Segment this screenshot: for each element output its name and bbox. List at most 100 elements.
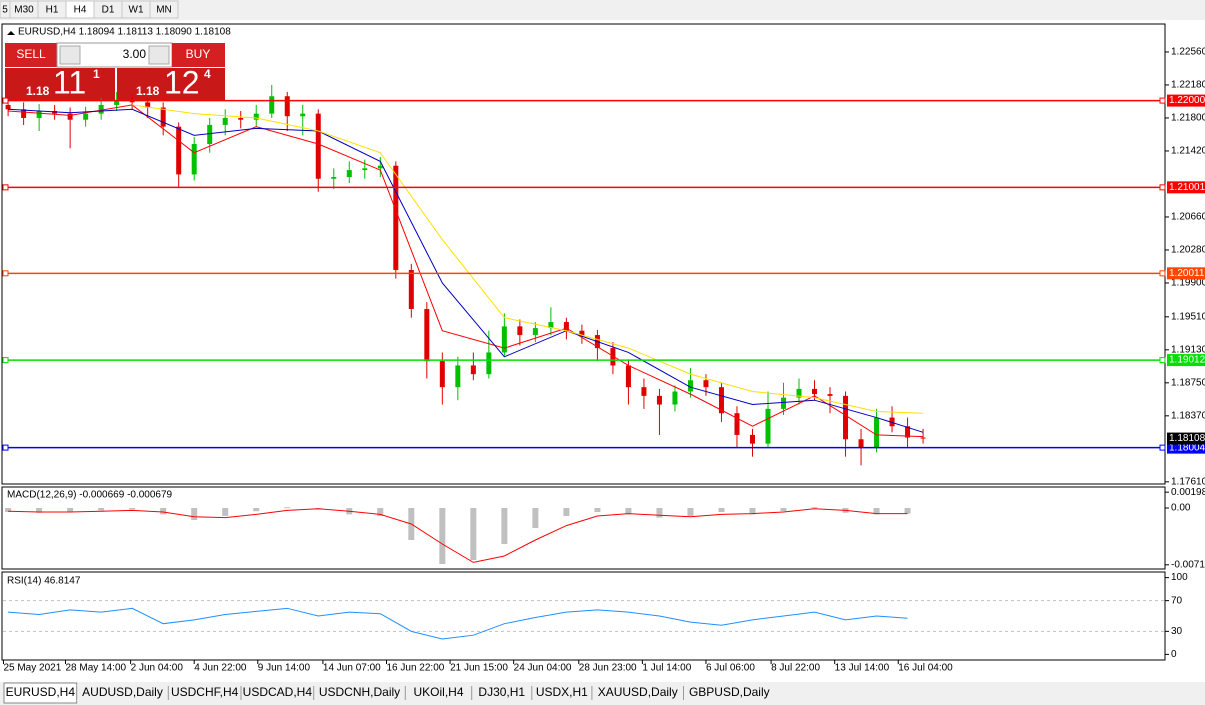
candle-body (687, 380, 693, 392)
y-tick-label: 1.17610 (1171, 476, 1205, 487)
chart-tab[interactable] (471, 685, 532, 701)
x-tick-label: 8 Jul 22:00 (771, 663, 820, 674)
candle-body (300, 113, 306, 117)
macd-bar (501, 508, 508, 544)
candle-body (920, 437, 926, 439)
macd-bar (98, 508, 105, 511)
macd-bar (594, 508, 601, 512)
y-tick-label: 1.20660 (1171, 212, 1205, 223)
x-tick-label: 2 Jun 04:00 (131, 663, 184, 674)
y-tick-label: 1.22560 (1171, 47, 1205, 58)
macd-bar (160, 508, 167, 515)
macd-bar (532, 508, 539, 528)
x-tick-label: 28 Jun 23:00 (579, 663, 637, 674)
level-handle[interactable] (2, 184, 9, 191)
chart-tab[interactable] (241, 685, 314, 701)
candle-body (21, 109, 27, 118)
bid-box[interactable] (5, 68, 115, 101)
candle-body (656, 395, 662, 405)
tab-label: EURUSD,H4 (6, 685, 76, 699)
macd-bar (67, 508, 74, 512)
level-handle[interactable] (1159, 97, 1166, 104)
level-handle[interactable] (1159, 270, 1166, 277)
rsi-panel (1, 571, 1166, 661)
level-label: 1.20011 (1169, 268, 1205, 279)
y-tick-label: 1.21800 (1171, 113, 1205, 124)
level-label: 1.18004 (1169, 442, 1205, 453)
collapse-icon[interactable] (7, 31, 15, 35)
candle-body (641, 387, 647, 396)
candle-body (160, 107, 166, 127)
volume-down[interactable] (59, 45, 81, 65)
candle-body (253, 113, 259, 120)
trade-panel: SELL 3.00 BUY 1.18 11 1 1.18 12 4 (5, 42, 225, 101)
tab-label: XAUUSD,Daily (598, 685, 678, 699)
level-handle[interactable] (2, 357, 9, 364)
macd-bar (222, 508, 229, 516)
moving-average (8, 104, 924, 438)
macd-bar (904, 508, 911, 514)
chart-tab[interactable] (531, 685, 592, 701)
sell-label: SELL (16, 47, 46, 61)
candle-body (238, 117, 244, 120)
timeframe-label: W1 (129, 5, 144, 16)
chart-tab[interactable] (168, 685, 241, 701)
bid-small: 1 (93, 67, 100, 81)
level-handle[interactable] (2, 97, 9, 104)
level-handle[interactable] (1159, 444, 1166, 451)
level-handle[interactable] (1159, 184, 1166, 191)
candle-body (5, 104, 11, 110)
candle-body (563, 322, 569, 331)
candle-body (905, 426, 911, 438)
bid-big: 11 (53, 64, 86, 100)
macd-bar (563, 508, 570, 516)
chart-tab[interactable] (76, 685, 169, 701)
bid-prefix: 1.18 (26, 84, 50, 98)
toolbar (0, 0, 1205, 20)
timeframe-label: H4 (74, 5, 87, 16)
chart-tab[interactable] (313, 685, 406, 701)
candle-body (858, 439, 864, 448)
level-label-box (1167, 441, 1205, 454)
chart-tab[interactable] (405, 685, 472, 701)
candle-body (393, 165, 399, 270)
sell-button[interactable] (5, 43, 57, 67)
macd-bar (718, 508, 725, 512)
level-handle[interactable] (1159, 357, 1166, 364)
chart-tab[interactable] (591, 685, 684, 701)
y-tick-label: 0.00 (1171, 503, 1191, 514)
y-tick-label: 30 (1171, 626, 1183, 637)
candle-body (362, 168, 368, 171)
ask-small: 4 (204, 67, 211, 81)
tab-label: USDCNH,Daily (319, 685, 400, 699)
buy-button[interactable] (172, 43, 225, 67)
y-tick-label: 1.22180 (1171, 80, 1205, 91)
chart-tab[interactable] (683, 685, 776, 701)
timeframe-button[interactable] (149, 0, 179, 19)
level-handle[interactable] (2, 270, 9, 277)
x-tick-label: 28 May 14:00 (65, 663, 126, 674)
x-tick-label: 25 May 2021 (3, 663, 61, 674)
tab-label: USDCAD,H4 (243, 685, 313, 699)
candle-body (749, 434, 755, 444)
x-tick-label: 13 Jul 14:00 (835, 663, 890, 674)
candle-body (424, 309, 430, 362)
volume-up[interactable] (148, 45, 170, 65)
macd-bar (253, 508, 260, 512)
candle-body (532, 328, 538, 336)
candle-body (269, 96, 275, 114)
tab-label: GBPUSD,Daily (689, 685, 770, 699)
candle-body (765, 408, 771, 444)
ask-box[interactable] (117, 68, 225, 101)
x-tick-label: 1 Jul 14:00 (642, 663, 691, 674)
candle-body (718, 387, 724, 414)
level-handle[interactable] (2, 444, 9, 451)
current-price-box (1167, 432, 1205, 445)
candle-body (331, 177, 337, 179)
y-tick-label: 1.18370 (1171, 410, 1205, 421)
macd-bar (191, 508, 198, 520)
tab-label: AUDUSD,Daily (82, 685, 163, 699)
candle-body (207, 124, 213, 145)
y-tick-label: 1.18750 (1171, 377, 1205, 388)
